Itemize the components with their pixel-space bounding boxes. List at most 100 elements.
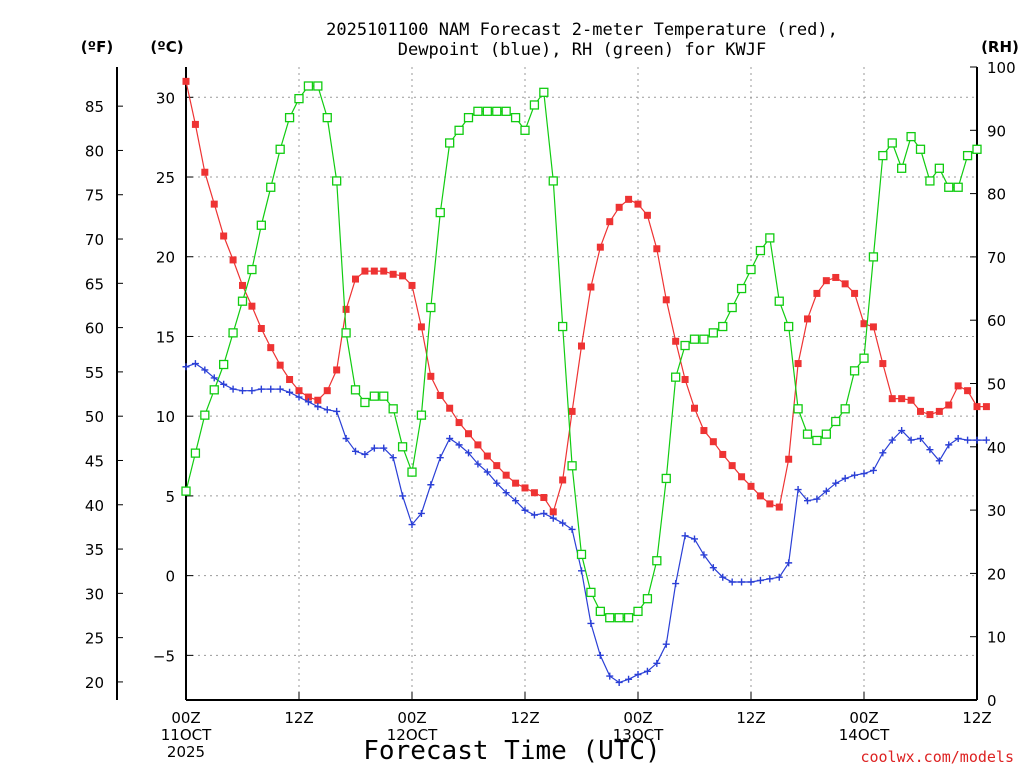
rh-point <box>341 328 351 338</box>
dewpoint-point <box>917 435 924 443</box>
celsius-tick-label: 10 <box>156 408 175 426</box>
rh-point <box>266 182 276 192</box>
dewpoint-point <box>408 521 416 529</box>
dewpoint-point <box>295 393 303 401</box>
temperature-point <box>342 305 350 313</box>
dewpoint-point <box>427 481 435 489</box>
temperature-point <box>446 404 454 412</box>
rh-point <box>445 138 455 148</box>
rh-point <box>868 252 879 262</box>
temperature-point <box>191 120 199 128</box>
series-layer <box>181 77 990 686</box>
rh-point <box>275 144 285 154</box>
temperature-point <box>982 403 990 411</box>
dewpoint-point <box>945 441 953 449</box>
rh-point <box>482 106 492 116</box>
rh-point <box>802 429 813 439</box>
rh-point <box>812 435 822 446</box>
rh-point <box>256 220 266 230</box>
fahrenheit-tick-label: 55 <box>85 364 104 382</box>
fahrenheit-tick-label: 30 <box>85 585 104 603</box>
rh-tick-label: 10 <box>987 629 1006 647</box>
rh-point <box>219 359 229 370</box>
temperature-point <box>804 315 811 323</box>
rh-point <box>501 106 511 116</box>
celsius-tick-label: 20 <box>156 249 175 267</box>
rh-point <box>209 385 219 395</box>
rh-point <box>727 302 737 313</box>
temperature-point <box>662 296 670 304</box>
dewpoint-point <box>700 551 708 559</box>
rh-point <box>454 125 464 135</box>
dewpoint-point <box>229 385 237 393</box>
fahrenheit-tick-label: 50 <box>85 408 104 426</box>
rh-point <box>661 473 671 484</box>
dewpoint-point <box>625 675 633 683</box>
dewpoint-point <box>709 564 717 572</box>
rh-tick-label: 70 <box>987 249 1006 267</box>
x-tick-label: 12Z <box>962 709 991 727</box>
rh-point <box>586 587 596 598</box>
dewpoint-point <box>643 667 651 675</box>
temperature-point <box>559 476 567 484</box>
rh-point <box>181 486 191 496</box>
dewpoint-point <box>596 651 604 659</box>
rh-point <box>492 106 502 116</box>
rh-tick-label: 100 <box>987 59 1016 77</box>
dewpoint-point <box>361 450 369 458</box>
temperature-point <box>380 267 388 275</box>
x-tick-label: 00Z <box>397 709 426 727</box>
dewpoint-point <box>851 471 859 479</box>
x-tick-label: 00Z <box>623 709 652 727</box>
temperature-point <box>615 203 623 211</box>
series-rh <box>181 81 982 623</box>
dewpoint-point <box>182 363 190 371</box>
fahrenheit-tick-label: 20 <box>85 674 104 692</box>
rh-point <box>426 302 436 313</box>
dewpoint-point <box>728 578 736 586</box>
temperature-point <box>370 267 378 275</box>
dewpoint-point <box>436 454 444 462</box>
dewpoint-point <box>954 435 962 443</box>
dewpoint-point <box>380 444 388 452</box>
rh-point <box>793 404 803 414</box>
dewpoint-point <box>662 640 670 648</box>
rh-point <box>972 144 982 154</box>
rh-point <box>623 613 634 623</box>
dewpoint-point <box>907 436 915 444</box>
dewpoint-point <box>672 580 680 588</box>
temperature-point <box>417 323 425 331</box>
temperature-point <box>474 441 482 449</box>
rh-point <box>849 366 860 376</box>
rh-point <box>718 321 728 332</box>
x-tick-label: 2025 <box>167 743 205 761</box>
rh-point <box>322 112 332 123</box>
series-2-meter-temperature <box>182 77 990 516</box>
temperature-point <box>182 77 190 85</box>
rh-point <box>397 442 408 452</box>
dewpoint-point <box>276 385 284 393</box>
rh-tick-label: 30 <box>987 502 1006 520</box>
rh-point <box>831 416 841 427</box>
rh-point <box>284 112 295 123</box>
temperature-point <box>738 473 746 481</box>
rh-point <box>897 163 907 173</box>
celsius-tick-label: 0 <box>165 568 175 586</box>
rh-point <box>520 125 530 135</box>
temperature-point <box>521 484 529 492</box>
dewpoint-point <box>869 466 877 474</box>
dewpoint-point <box>888 436 896 444</box>
temperature-point <box>587 283 595 291</box>
fahrenheit-tick-label: 70 <box>85 231 104 249</box>
rh-point <box>548 176 558 186</box>
rh-point <box>746 264 756 275</box>
temperature-point <box>389 270 397 278</box>
temperature-point <box>634 200 642 208</box>
temperature-point <box>785 455 793 463</box>
fahrenheit-tick-label: 35 <box>85 541 104 559</box>
rh-point <box>576 549 587 560</box>
fahrenheit-tick-label: 75 <box>85 187 104 205</box>
temperature-point <box>964 387 972 395</box>
dewpoint-point <box>935 457 943 465</box>
dewpoint-point <box>248 387 256 395</box>
